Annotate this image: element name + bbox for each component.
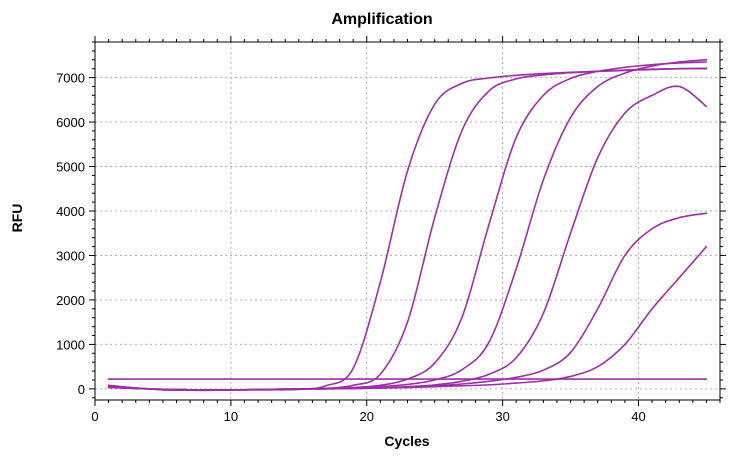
y-tick-label: 7000 — [56, 71, 85, 86]
amplification-curve-2 — [107, 67, 708, 392]
y-tick-label: 0 — [78, 382, 85, 397]
amplification-curve-6 — [107, 212, 708, 391]
y-tick-label: 3000 — [56, 248, 85, 263]
y-tick-label: 2000 — [56, 293, 85, 308]
tick-labels: 0 10 20 30 40 0 1000 2000 3000 4000 5000 6000 7000 — [56, 71, 646, 424]
chart-title: Amplification — [331, 11, 432, 28]
x-tick-label: 0 — [91, 409, 98, 424]
grid — [95, 42, 720, 400]
x-axis-title: Cycles — [384, 433, 429, 449]
x-tick-label: 40 — [631, 409, 645, 424]
y-axis-title: RFU — [9, 204, 25, 233]
axes — [89, 36, 726, 406]
y-tick-label: 1000 — [56, 337, 85, 352]
x-tick-label: 10 — [224, 409, 238, 424]
amplification-curve-4 — [107, 58, 708, 391]
x-tick-label: 20 — [360, 409, 374, 424]
y-tick-label: 5000 — [56, 160, 85, 175]
y-tick-label: 6000 — [56, 115, 85, 130]
amplification-curve-1 — [107, 67, 708, 392]
y-tick-label: 4000 — [56, 204, 85, 219]
x-tick-label: 30 — [495, 409, 509, 424]
plot-border — [94, 41, 721, 401]
amplification-curve-7 — [107, 245, 708, 391]
amplification-curves — [107, 58, 708, 392]
amplification-curve-3 — [107, 61, 708, 391]
